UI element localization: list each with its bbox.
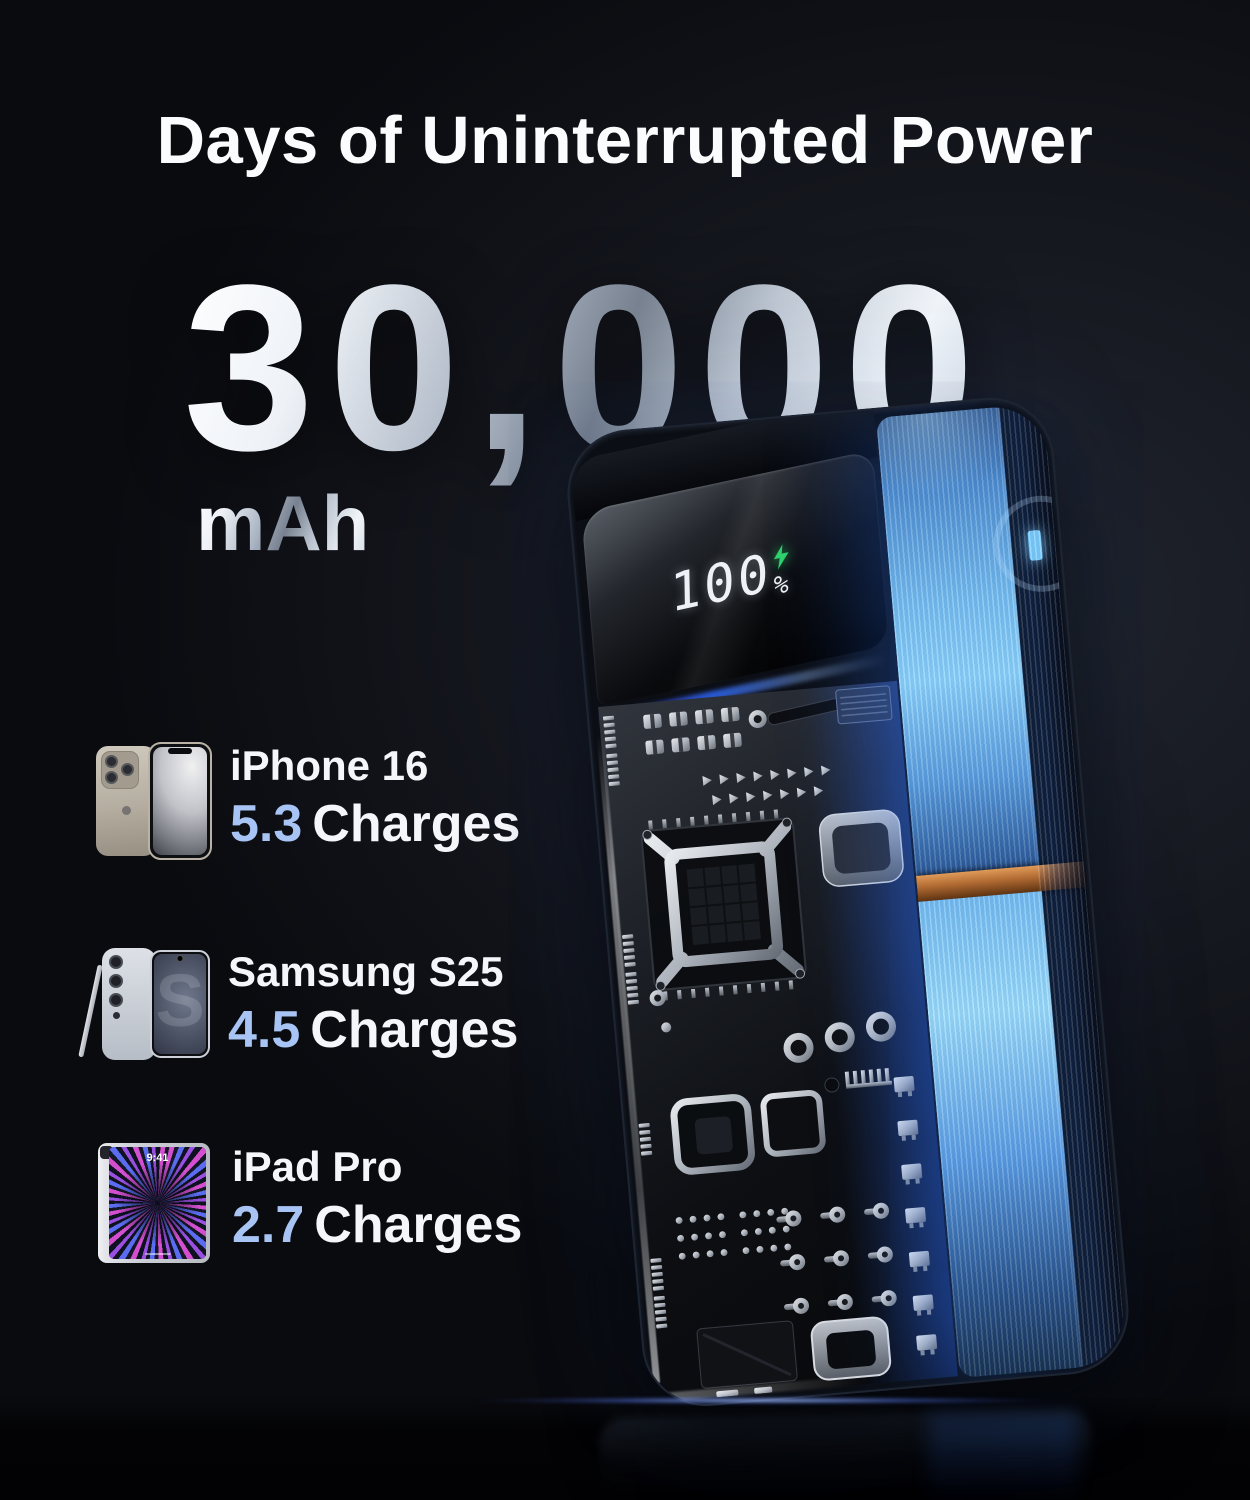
iphone-notch xyxy=(168,748,192,754)
ipad-body: 9:41 xyxy=(98,1143,210,1263)
iphone-front xyxy=(148,742,212,860)
camera-flash-icon xyxy=(113,1012,120,1019)
ic-chip xyxy=(835,685,893,725)
iphone-screen xyxy=(153,747,207,855)
iphone-back xyxy=(96,746,156,856)
samsung-screen: S xyxy=(154,954,206,1054)
device-thumbnail-ipad: 9:41 xyxy=(96,1143,218,1263)
battery-percent: 100 xyxy=(669,542,773,625)
camera-lens-icon xyxy=(121,763,134,776)
charges-value: 2.7 xyxy=(232,1196,305,1255)
samsung-back xyxy=(102,948,156,1060)
ipad-status-time: 9:41 xyxy=(146,1152,169,1164)
comparison-row: S Samsung S25 4.5 Charges xyxy=(78,948,518,1066)
circuit-board xyxy=(598,680,958,1403)
ipad-screen: 9:41 xyxy=(109,1147,206,1259)
lightning-bolt-icon xyxy=(773,544,789,570)
samsung-front: S xyxy=(150,950,210,1058)
page-title: Days of Uninterrupted Power xyxy=(156,103,1094,178)
powerbank-render: 100 % xyxy=(562,392,1134,1412)
apple-logo-icon xyxy=(122,806,131,815)
samsung-wallpaper-letter: S xyxy=(155,959,205,1043)
floor-light-streak xyxy=(470,1396,1170,1405)
charges-value: 4.5 xyxy=(228,1001,301,1060)
charges-label: Charges xyxy=(314,1196,523,1255)
device-name: Samsung S25 xyxy=(228,948,504,995)
circuit-board-graphic xyxy=(602,685,938,1398)
charges-label: Charges xyxy=(310,1001,519,1060)
charges-line: 4.5 Charges xyxy=(228,1002,518,1059)
home-indicator xyxy=(144,1253,171,1255)
charges-value: 5.3 xyxy=(230,795,303,854)
device-name: iPhone 16 xyxy=(230,742,429,789)
device-thumbnail-samsung: S xyxy=(78,948,214,1066)
device-name: iPad Pro xyxy=(232,1143,403,1190)
battery-reflection-glow xyxy=(928,1412,1078,1500)
battery-glow xyxy=(875,406,1014,578)
camera-lens-icon xyxy=(109,993,123,1007)
s-pen xyxy=(78,964,103,1058)
percent-symbol: % xyxy=(773,567,792,601)
device-thumbnail-iphone xyxy=(94,742,216,860)
camera-lens-icon xyxy=(105,771,118,784)
ipad-wallpaper xyxy=(109,1147,206,1259)
punch-hole-camera-icon xyxy=(176,955,184,962)
side-port-light xyxy=(1027,529,1043,561)
cpu-chip xyxy=(640,809,807,1001)
camera-lens-icon xyxy=(109,974,123,988)
charges-line: 5.3 Charges xyxy=(230,796,520,853)
capacity-unit: mAh xyxy=(196,479,370,567)
comparison-row: 9:41 iPad Pro 2.7 Charges xyxy=(96,1143,522,1263)
comparison-row: iPhone 16 5.3 Charges xyxy=(94,742,520,860)
coil-capacitors xyxy=(783,1011,896,1063)
camera-lens-icon xyxy=(105,755,118,768)
iphone-camera-module xyxy=(101,751,139,789)
charges-label: Charges xyxy=(312,795,521,854)
battery-display: 100 % xyxy=(580,449,890,708)
charges-line: 2.7 Charges xyxy=(232,1197,522,1254)
camera-lens-icon xyxy=(109,955,123,969)
battery-percent-readout: 100 % xyxy=(669,542,792,625)
pin-header xyxy=(844,1067,893,1089)
floor xyxy=(0,1396,1250,1500)
